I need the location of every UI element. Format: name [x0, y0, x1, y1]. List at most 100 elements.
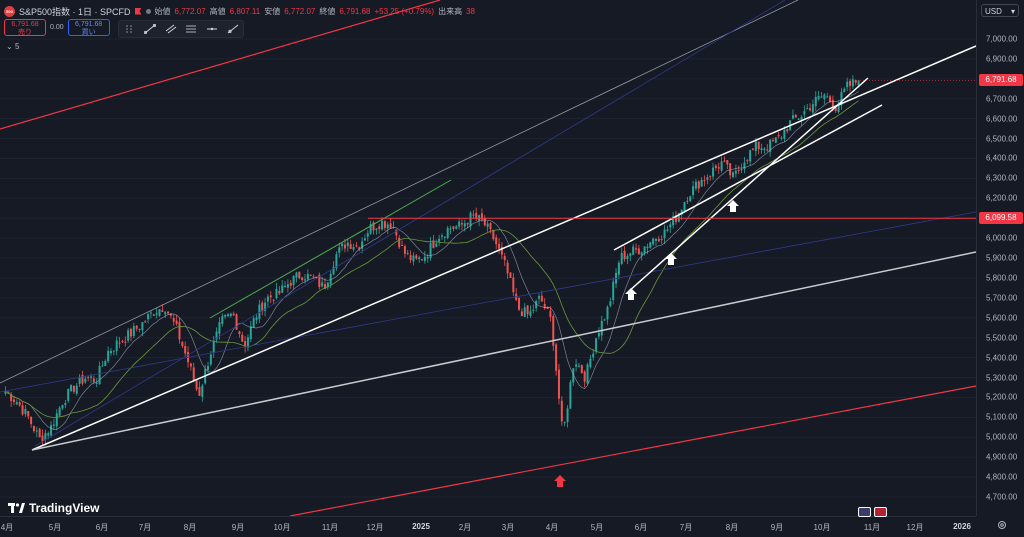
candle-body: [352, 247, 355, 250]
blue-trend-line[interactable]: [34, 0, 786, 447]
candle-body: [281, 285, 284, 293]
candle-body: [127, 330, 130, 341]
white-channel-line[interactable]: [613, 104, 883, 251]
candle-body: [343, 244, 346, 249]
price-tick-label: 5,700.00: [986, 293, 1018, 303]
currency-select[interactable]: USD ▾: [981, 4, 1019, 17]
candle-body: [378, 226, 381, 230]
candle-body: [452, 226, 455, 229]
candle-body: [409, 255, 412, 261]
tradingview-logo[interactable]: TradingView: [8, 501, 99, 515]
candle-body: [304, 279, 307, 281]
candle-body: [266, 296, 269, 302]
candle-body: [829, 96, 832, 103]
blue-trend-line[interactable]: [0, 211, 976, 393]
price-tick-label: 6,400.00: [986, 153, 1018, 163]
candle-body: [552, 315, 555, 346]
candle-body: [238, 331, 241, 335]
white-uptrend-line[interactable]: [627, 77, 869, 293]
candle-body: [375, 228, 378, 231]
grey-support-line[interactable]: [31, 251, 976, 451]
candle-body: [135, 325, 138, 329]
symbol-title[interactable]: S&P500指数 · 1日 · SPCFD: [19, 6, 131, 17]
arrow-up-icon[interactable]: [727, 200, 739, 212]
candle-body: [195, 380, 198, 390]
candle-body: [635, 248, 638, 250]
candle-body: [18, 402, 21, 406]
candle-body: [737, 169, 740, 171]
collapse-indicators-toggle[interactable]: ⌄ 5: [6, 42, 19, 51]
candle-body: [463, 223, 466, 227]
candle-body: [512, 277, 515, 293]
candle-body: [732, 172, 735, 178]
candle-body: [215, 331, 218, 340]
price-axis[interactable]: USD ▾ 7,000.006,900.006,800.006,700.006,…: [976, 0, 1024, 516]
candle-body: [415, 255, 418, 259]
candle-body: [560, 400, 563, 422]
candle-body: [10, 393, 13, 402]
fib-icon[interactable]: [185, 24, 197, 34]
candle-body: [532, 309, 535, 311]
low-value: 6,772.07: [284, 6, 316, 16]
arrow-up-icon[interactable]: [554, 475, 566, 487]
candle-body: [107, 350, 110, 362]
red-channel-lower-line[interactable]: [289, 385, 976, 516]
thin-grey-channel-line[interactable]: [0, 0, 799, 384]
time-tick-label: 8月: [183, 523, 197, 532]
drag-handle-icon[interactable]: [123, 24, 135, 34]
candle-body: [27, 410, 30, 417]
high-value: 6,807.11: [229, 6, 261, 16]
candle-body: [577, 365, 580, 367]
buy-button[interactable]: 6,791.68 買い: [67, 19, 110, 36]
arrow-up-icon[interactable]: [665, 253, 677, 265]
red-channel-upper-line[interactable]: [0, 0, 441, 130]
candle-body: [623, 250, 626, 260]
us-flag-icon[interactable]: [858, 507, 871, 517]
candle-body: [823, 94, 826, 99]
horizontal-lines-icon[interactable]: [206, 24, 218, 34]
candle-body: [826, 96, 829, 98]
candle-body: [523, 307, 526, 317]
candle-body: [472, 214, 475, 216]
candle-body: [714, 165, 717, 168]
market-status-icon: [145, 8, 151, 14]
candle-body: [432, 240, 435, 248]
white-trend-line[interactable]: [31, 45, 976, 451]
sell-label: 売り: [18, 29, 32, 36]
trend-line-icon[interactable]: [143, 24, 156, 34]
price-tick-label: 5,400.00: [986, 353, 1018, 363]
candle-body: [854, 80, 857, 83]
candle-body: [78, 376, 81, 384]
gear-icon[interactable]: [997, 520, 1007, 530]
spread-value: 0.00: [50, 24, 64, 31]
time-axis[interactable]: 4月 5月 6月 7月 8月 9月 10月 11月 12月 2025 2月 3月 4月 5月 6月 7月 8月 9…: [0, 516, 976, 537]
arrow-up-icon[interactable]: [625, 288, 637, 300]
green-trend-line[interactable]: [209, 179, 452, 319]
candle-body: [489, 223, 492, 230]
candle-body: [81, 374, 84, 384]
candle-body: [435, 243, 438, 247]
parallel-channel-icon[interactable]: [165, 24, 177, 34]
us-flag-icon[interactable]: [874, 507, 887, 517]
candle-body: [209, 354, 212, 365]
price-chart-canvas[interactable]: [0, 0, 976, 516]
candle-body: [546, 307, 549, 310]
price-tick-label: 5,500.00: [986, 333, 1018, 343]
candle-body: [683, 202, 686, 212]
candle-body: [252, 318, 255, 328]
candle-body: [24, 408, 27, 415]
candle-body: [278, 290, 281, 294]
candle-body: [124, 341, 127, 343]
candle-body: [498, 243, 501, 249]
candle-body: [189, 363, 192, 367]
sell-button[interactable]: 6,791.68 売り: [4, 19, 46, 36]
candle-body: [249, 326, 252, 340]
indicator-count: 5: [14, 42, 20, 51]
candle-body: [529, 311, 532, 316]
price-tick-label: 5,100.00: [986, 412, 1018, 422]
ray-icon[interactable]: [227, 24, 239, 34]
candle-body: [583, 371, 586, 382]
candle-body: [175, 320, 178, 324]
candle-body: [458, 221, 461, 227]
candle-body: [229, 313, 232, 317]
